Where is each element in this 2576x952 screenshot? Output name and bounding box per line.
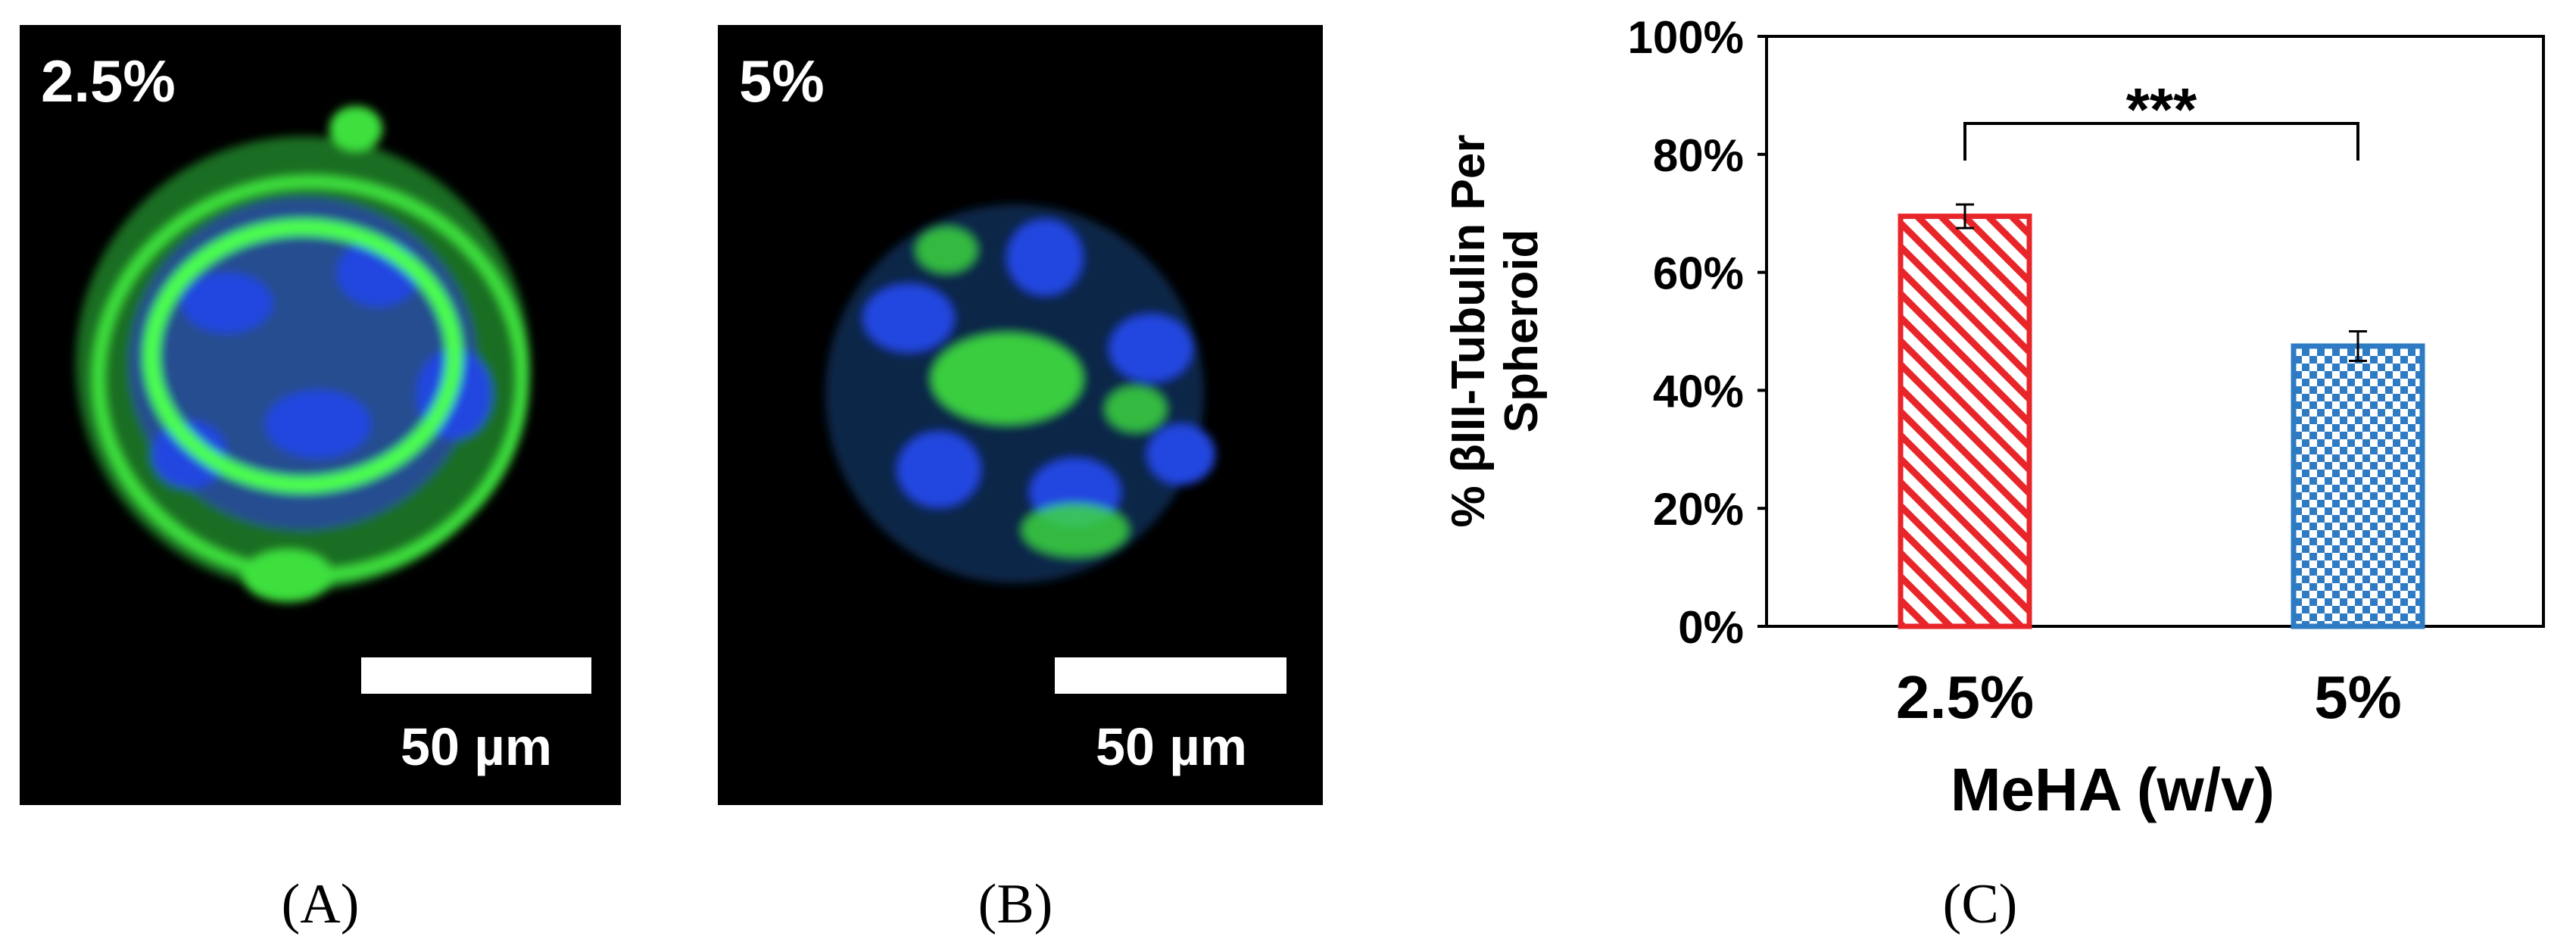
y-axis-title: Spheroid <box>1495 229 1548 433</box>
y-tick-label: 20% <box>1653 484 1744 535</box>
bar <box>2291 343 2425 629</box>
y-axis-title: % βIII-Tubulin Per <box>1442 135 1495 528</box>
panel-label: (A) <box>282 873 360 935</box>
y-tick-label: 40% <box>1653 366 1744 417</box>
y-tick-label: 60% <box>1653 248 1744 299</box>
panel-label: (B) <box>978 873 1053 935</box>
overlay-label: 2.5% <box>41 48 176 114</box>
plot-frame <box>1765 35 2545 628</box>
significance-label: *** <box>2126 76 2197 143</box>
scale-bar-label: 50 µm <box>1096 717 1247 776</box>
panel-label: (C) <box>1943 873 2018 935</box>
y-tick-label: 100% <box>1628 12 1744 63</box>
y-tick-label: 0% <box>1678 602 1744 653</box>
scale-bar-label: 50 µm <box>401 717 552 776</box>
x-tick-label: 5% <box>2314 663 2402 731</box>
y-tick-label: 80% <box>1653 130 1744 181</box>
overlay-label: 5% <box>739 48 825 114</box>
micrograph-b: 5% 50 µm <box>718 25 1323 805</box>
x-axis-title: MeHA (w/v) <box>1951 756 2275 823</box>
micrograph-a: 2.5% 50 µm <box>20 25 621 805</box>
x-tick-label: 2.5% <box>1896 663 2034 731</box>
bar <box>1898 214 2032 629</box>
significance-bracket <box>1963 122 2359 161</box>
